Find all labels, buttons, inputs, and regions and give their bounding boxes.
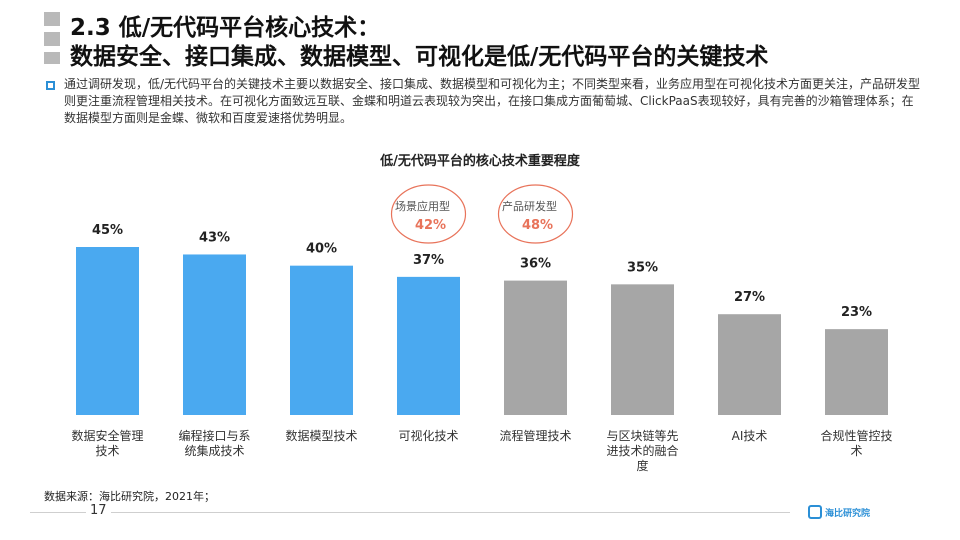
- bar: [825, 329, 888, 415]
- bar: [76, 247, 139, 415]
- category-label: AI技术: [732, 429, 768, 443]
- category-label: 可视化技术: [398, 428, 458, 443]
- annotation-value: 48%: [522, 218, 553, 233]
- annotation-value: 42%: [415, 218, 446, 233]
- category-label: 技术: [95, 444, 119, 458]
- bullet-square-icon: [46, 81, 55, 90]
- page-subtitle: 数据安全、接口集成、数据模型、可视化是低/无代码平台的关键技术: [70, 44, 769, 70]
- footer-divider: [30, 512, 790, 513]
- data-label: 43%: [199, 230, 230, 245]
- bar: [397, 276, 460, 415]
- data-label: 37%: [413, 253, 444, 268]
- source-note: 数据来源：海比研究院，2021年；: [44, 490, 215, 503]
- logo-text: 海比研究院: [825, 508, 871, 519]
- category-label: 数据模型技术: [285, 428, 357, 443]
- category-label: 数据安全管理: [71, 428, 143, 443]
- data-label: 40%: [306, 242, 337, 257]
- annotation-label: 产品研发型: [502, 199, 557, 213]
- category-label: 度: [636, 458, 648, 473]
- category-label: 合规性管控技: [820, 428, 892, 443]
- annotation-circle: [497, 184, 574, 244]
- logo: 海比研究院: [808, 504, 870, 520]
- category-label: 编程接口与系: [178, 428, 250, 443]
- logo-icon: [808, 505, 822, 519]
- description-text: 通过调研发现，低/无代码平台的关键技术主要以数据安全、接口集成、数据模型和可视化…: [64, 77, 921, 125]
- category-label: 流程管理技术: [499, 428, 571, 443]
- data-label: 27%: [734, 290, 765, 305]
- bar: [611, 284, 674, 415]
- page-title: 2.3 低/无代码平台核心技术：: [70, 15, 381, 41]
- category-label: 术: [850, 444, 862, 458]
- bar: [290, 265, 353, 415]
- annotation-label: 场景应用型: [395, 199, 450, 213]
- bar: [718, 314, 781, 415]
- title-marker: [44, 12, 60, 64]
- bar: [183, 254, 246, 415]
- annotation-circle: [390, 184, 467, 244]
- chart-title: 低/无代码平台的核心技术重要程度: [380, 154, 580, 169]
- data-label: 23%: [841, 305, 872, 320]
- data-label: 36%: [520, 257, 551, 272]
- category-label: 与区块链等先: [606, 428, 678, 443]
- page-number: 17: [86, 503, 111, 518]
- category-label: 统集成技术: [184, 443, 244, 458]
- data-label: 35%: [627, 260, 658, 275]
- data-label: 45%: [92, 223, 123, 238]
- category-label: 进技术的融合: [606, 443, 678, 458]
- bar: [504, 280, 567, 415]
